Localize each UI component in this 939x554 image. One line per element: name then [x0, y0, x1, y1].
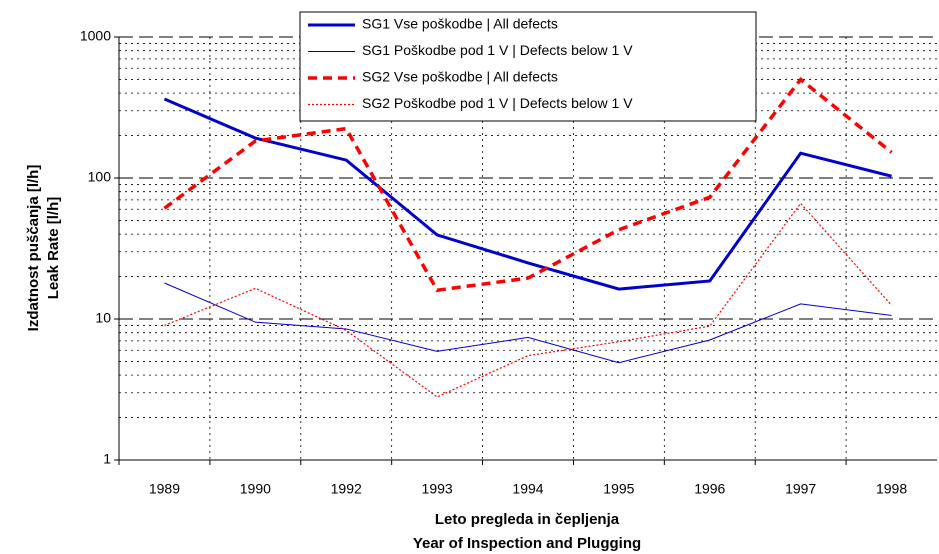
y-tick-label: 10 — [95, 310, 111, 326]
x-tick-label: 1996 — [694, 481, 725, 497]
legend-label: SG1 Vse poškodbe | All defects — [362, 16, 558, 32]
legend-label: SG2 Vse poškodbe | All defects — [362, 69, 558, 85]
series-line — [163, 97, 892, 291]
y-axis-title: Izdatnost puščanja [l/h] — [25, 165, 42, 332]
series-line — [163, 76, 893, 293]
x-tick-label: 1992 — [331, 481, 362, 497]
y-axis-title: Leak Rate [l/h] — [45, 197, 62, 300]
series-line — [164, 202, 893, 398]
x-tick-label: 1993 — [422, 481, 453, 497]
x-tick-label: 1995 — [603, 481, 634, 497]
legend-label: SG1 Poškodbe pod 1 V | Defects below 1 V — [362, 42, 633, 58]
y-tick-label: 100 — [88, 169, 112, 185]
x-tick-label: 1990 — [240, 481, 271, 497]
y-tick-label: 1000 — [80, 28, 111, 44]
x-tick-label: 1997 — [785, 481, 816, 497]
x-axis-title: Leto pregleda in čepljenja — [435, 511, 620, 528]
x-tick-label: 1989 — [149, 481, 180, 497]
legend-label: SG2 Poškodbe pod 1 V | Defects below 1 V — [362, 95, 633, 111]
x-tick-label: 1994 — [512, 481, 543, 497]
x-axis-title: Year of Inspection and Plugging — [413, 535, 641, 552]
legend-box — [299, 11, 757, 122]
x-tick-label: 1998 — [876, 481, 907, 497]
series-line — [164, 282, 892, 364]
y-tick-label: 1 — [103, 451, 111, 467]
